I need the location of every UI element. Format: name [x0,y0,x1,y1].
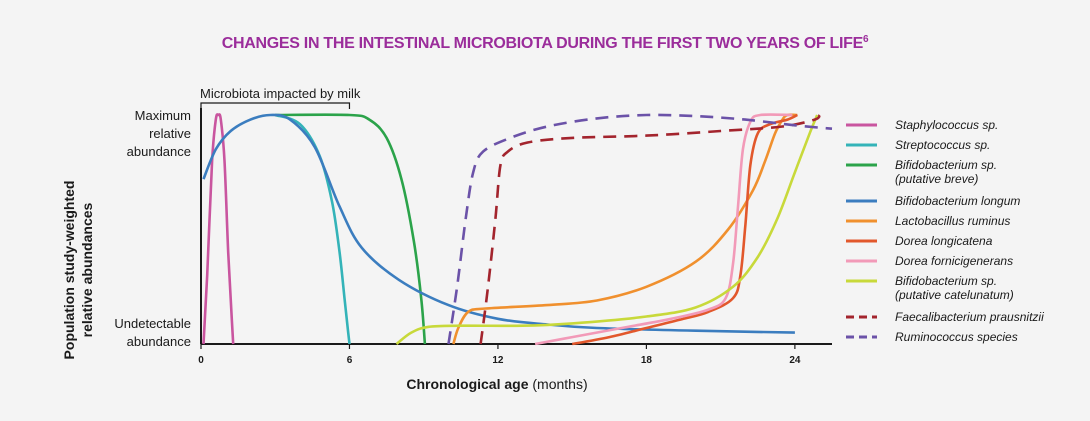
y-top-label-line2: relative [149,126,191,141]
legend-sublabel-2: (putative breve) [895,172,978,186]
milk-annotation-bracket [200,102,351,109]
legend-sublabel-7: (putative catelunatum) [895,288,1014,302]
x-axis-title: Chronological age (months) [406,376,587,392]
milk-annotation-label: Microbiota impacted by milk [200,86,361,101]
series-line-8-faecalibacterium-prausnitzii [479,114,821,345]
x-axis-title-bold: Chronological age [406,376,528,392]
legend-label-4: Lactobacillus ruminus [895,214,1010,228]
series-line-3-bifidobacterium-longum [202,113,795,334]
series-line-1-streptococcus-sp [274,113,351,345]
legend-label-3: Bifidobacterium longum [895,194,1020,208]
series-layer [202,113,833,346]
x-tick-label-18: 18 [641,355,653,366]
x-axis-ticks: 0 6 12 18 24 [198,344,801,366]
chart-title-text: CHANGES IN THE INTESTINAL MICROBIOTA DUR… [222,35,864,52]
y-top-label-line1: Maximum [135,108,191,123]
y-bottom-label-line1: Undetectable [114,316,191,331]
y-bottom-label-line2: abundance [127,334,191,349]
x-tick-label-12: 12 [492,355,504,366]
y-axis-title-line1: Population study-weighted [61,181,77,360]
legend-label-1: Streptococcus sp. [895,138,990,152]
legend-label-8: Faecalibacterium prausnitzii [895,310,1044,324]
legend-label-6: Dorea fornicigenerans [895,254,1013,268]
legend-label-5: Dorea longicatena [895,234,993,248]
chart-title: CHANGES IN THE INTESTINAL MICROBIOTA DUR… [222,34,869,52]
series-line-7-bifidobacterium-sp-putative-catelunatum [395,114,819,346]
chart-title-superscript: 6 [863,34,869,45]
x-tick-label-0: 0 [198,355,204,366]
series-line-5-dorea-longicatena [571,113,798,346]
series-line-0-staphylococcus-sp [202,113,235,345]
legend: Staphylococcus sp. Streptococcus sp. Bifid… [846,118,1044,344]
legend-label-0: Staphylococcus sp. [895,118,998,132]
x-tick-label-6: 6 [347,355,353,366]
x-tick-label-24: 24 [789,355,801,366]
legend-label-9: Ruminococcus species [895,330,1018,344]
x-axis-title-units: (months) [529,376,588,392]
series-line-9-ruminococcus-species [447,113,833,345]
legend-label-7: Bifidobacterium sp. [895,274,997,288]
y-top-label-line3: abundance [127,144,191,159]
y-axis-title-line2: relative abundances [79,202,95,337]
legend-label-2: Bifidobacterium sp. [895,158,997,172]
